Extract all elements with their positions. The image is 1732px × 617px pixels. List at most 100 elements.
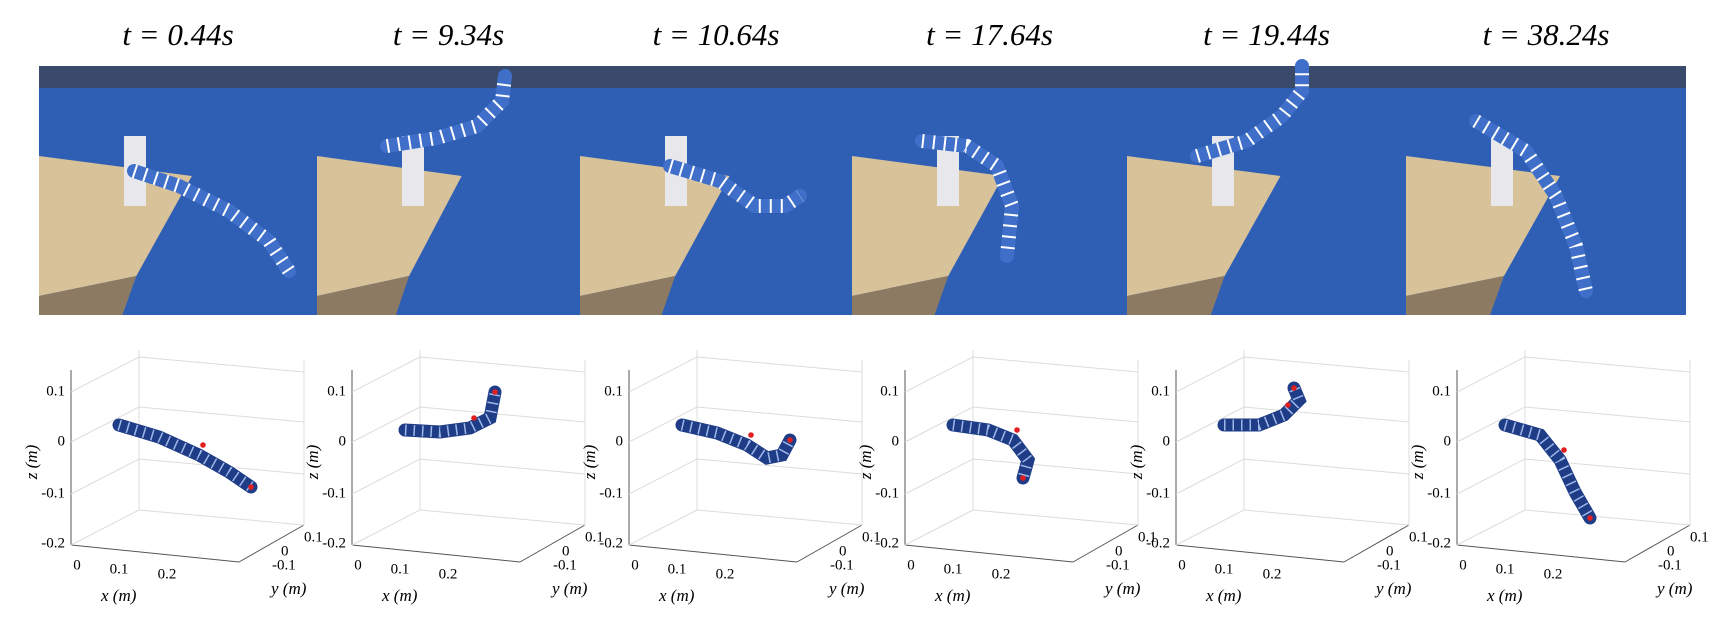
y-tick-label: -0.1 [272, 557, 296, 573]
x-tick-label: 0 [907, 557, 915, 573]
table [317, 156, 462, 296]
z-tick-label: -0.2 [1427, 535, 1451, 551]
axis-box [1072, 524, 1139, 563]
x-tick-label: 0 [73, 557, 81, 573]
rod-lines [952, 419, 1035, 480]
marker [492, 389, 498, 395]
axis-box [1624, 524, 1691, 563]
grid-line [1175, 458, 1410, 495]
marker [200, 442, 206, 448]
marker [471, 415, 477, 421]
x-axis-label: x (m) [100, 586, 137, 605]
table [852, 156, 1004, 296]
y-tick-label: -0.1 [1658, 557, 1682, 573]
grid-line [70, 509, 140, 546]
table-edge [580, 276, 676, 315]
axis-box [238, 524, 305, 563]
z-tick-label: 0.1 [1432, 383, 1451, 399]
axis-box [1343, 524, 1410, 563]
grid-line [351, 509, 421, 546]
grid-line [138, 509, 305, 526]
rod [1498, 418, 1597, 525]
grid-line [1175, 406, 1410, 443]
marker [1291, 385, 1297, 391]
grid-line [1243, 509, 1410, 526]
rod [1217, 381, 1307, 432]
grid-line [70, 356, 305, 393]
photo [580, 66, 852, 315]
photo [39, 66, 317, 315]
robot-rings [385, 75, 512, 153]
z-tick-label: 0.1 [880, 383, 899, 399]
table [1127, 156, 1281, 296]
x-tick-label: 0.2 [992, 566, 1011, 582]
robot [1469, 114, 1593, 298]
table-edge [317, 276, 410, 315]
x-tick-label: 0.1 [1496, 561, 1515, 577]
axis-box [70, 544, 240, 563]
x-axis-label: x (m) [934, 586, 971, 605]
plot: 0.10-0.1-0.20 0.1 0.2-0.100.1x (m) y (m)z (… [22, 350, 323, 605]
y-axis-label: y (m) [550, 579, 588, 598]
mount [1491, 136, 1513, 206]
z-tick-label: 0 [1163, 433, 1171, 449]
y-axis-label: y (m) [269, 579, 307, 598]
grid-line [1456, 406, 1691, 443]
y-tick-label: 0 [1115, 543, 1123, 559]
grid-line [904, 406, 1139, 443]
robot-rings [667, 159, 804, 213]
photo-net [852, 66, 1127, 88]
axis-box [1175, 544, 1345, 563]
marker [1587, 515, 1593, 521]
z-tick-label: 0 [58, 433, 66, 449]
table [1406, 156, 1560, 296]
z-tick-label: -0.2 [322, 535, 346, 551]
z-tick-label: 0.1 [327, 383, 346, 399]
photo [1127, 59, 1406, 315]
x-axis-label: x (m) [381, 586, 418, 605]
grid-line [628, 356, 863, 393]
grid-line [628, 458, 863, 495]
grid-line [904, 356, 1139, 393]
rod [675, 418, 797, 465]
z-tick-label: -0.2 [599, 535, 623, 551]
z-tick-label: -0.1 [41, 485, 65, 501]
x-tick-label: 0.1 [110, 561, 129, 577]
rod-lines [117, 419, 255, 492]
grid-line [1456, 509, 1526, 546]
z-tick-label: 0 [616, 433, 624, 449]
time-label: t = 38.24s [1483, 17, 1610, 52]
rod-lines [1503, 419, 1595, 521]
robot-rings [1194, 66, 1309, 163]
grid-line [70, 458, 305, 495]
y-tick-label: 0.1 [585, 529, 604, 545]
y-tick-label: 0.1 [1409, 529, 1428, 545]
x-tick-label: 0.2 [158, 566, 177, 582]
plot: 0.10-0.1-0.20 0.1 0.2-0.100.1x (m) y (m)z (… [303, 350, 604, 605]
y-tick-label: 0.1 [1690, 529, 1709, 545]
plot: 0.10-0.1-0.20 0.1 0.2-0.100.1x (m) y (m)z (… [1408, 350, 1709, 605]
mount [937, 136, 959, 206]
z-axis-label: z (m) [856, 444, 875, 480]
grid-line [628, 509, 698, 546]
x-tick-label: 0.2 [1263, 566, 1282, 582]
grid-line [351, 356, 586, 393]
x-tick-label: 0.1 [391, 561, 410, 577]
grid-line [628, 406, 863, 443]
z-tick-label: -0.2 [1146, 535, 1170, 551]
plot: 0.10-0.1-0.20 0.1 0.2-0.100.1x (m) y (m)z (… [856, 350, 1157, 605]
y-axis-label: y (m) [827, 579, 865, 598]
marker [1561, 447, 1567, 453]
time-label: t = 17.64s [926, 17, 1053, 52]
y-tick-label: 0 [562, 543, 570, 559]
axis-box [628, 544, 798, 563]
x-axis-label: x (m) [1486, 586, 1523, 605]
z-tick-label: -0.2 [41, 535, 65, 551]
grid-line [1456, 458, 1691, 495]
photo-net [580, 66, 852, 88]
table-edge [852, 276, 949, 315]
grid-line [696, 509, 863, 526]
y-axis-label: y (m) [1655, 579, 1693, 598]
z-axis-label: z (m) [22, 444, 41, 480]
